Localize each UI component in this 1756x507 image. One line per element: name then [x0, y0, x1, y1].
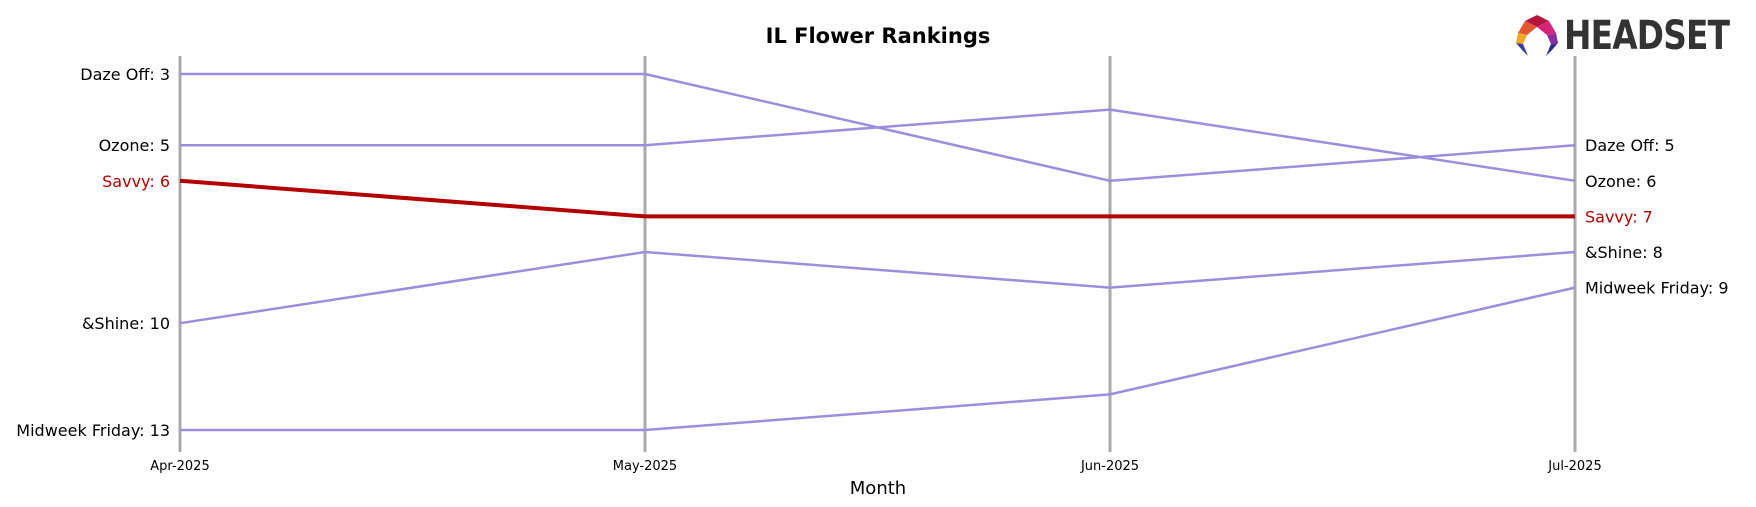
end-rank-label: Savvy: 7	[1585, 207, 1653, 226]
rank-labels: Daze Off: 3 Daze Off: 5 Ozone: 5 Ozone: 6 Sa…	[16, 65, 1728, 440]
start-rank-label: Midweek Friday: 13	[16, 421, 170, 440]
series-lines	[179, 72, 1576, 432]
end-rank-label: &Shine: 8	[1585, 243, 1663, 262]
x-axis-label: Month	[850, 478, 906, 499]
end-rank-label: Midweek Friday: 9	[1585, 279, 1729, 298]
x-tick-label: Apr-2025	[150, 459, 209, 474]
x-tick-labels: Apr-2025 May-2025 Jun-2025 Jul-2025	[150, 459, 1601, 474]
x-tick-label: Jun-2025	[1080, 459, 1139, 474]
end-rank-label: Ozone: 6	[1585, 172, 1656, 191]
headset-logo: HEADSET	[1514, 12, 1756, 60]
start-rank-label: Daze Off: 3	[80, 65, 170, 84]
chart-title: IL Flower Rankings	[766, 24, 991, 48]
headset-logo-icon	[1516, 15, 1558, 56]
x-tick-label: Jul-2025	[1547, 459, 1601, 474]
series-line	[179, 178, 1575, 219]
series-line	[179, 250, 1576, 325]
start-rank-label: Savvy: 6	[102, 172, 170, 191]
gridlines	[178, 56, 1577, 452]
start-rank-label: Ozone: 5	[99, 136, 170, 155]
series-line	[180, 108, 1576, 183]
headset-logo-text: HEADSET	[1564, 13, 1730, 59]
start-rank-label: &Shine: 10	[82, 314, 170, 333]
x-tick-label: May-2025	[613, 459, 677, 474]
end-rank-label: Daze Off: 5	[1585, 136, 1675, 155]
series-line	[180, 286, 1576, 432]
